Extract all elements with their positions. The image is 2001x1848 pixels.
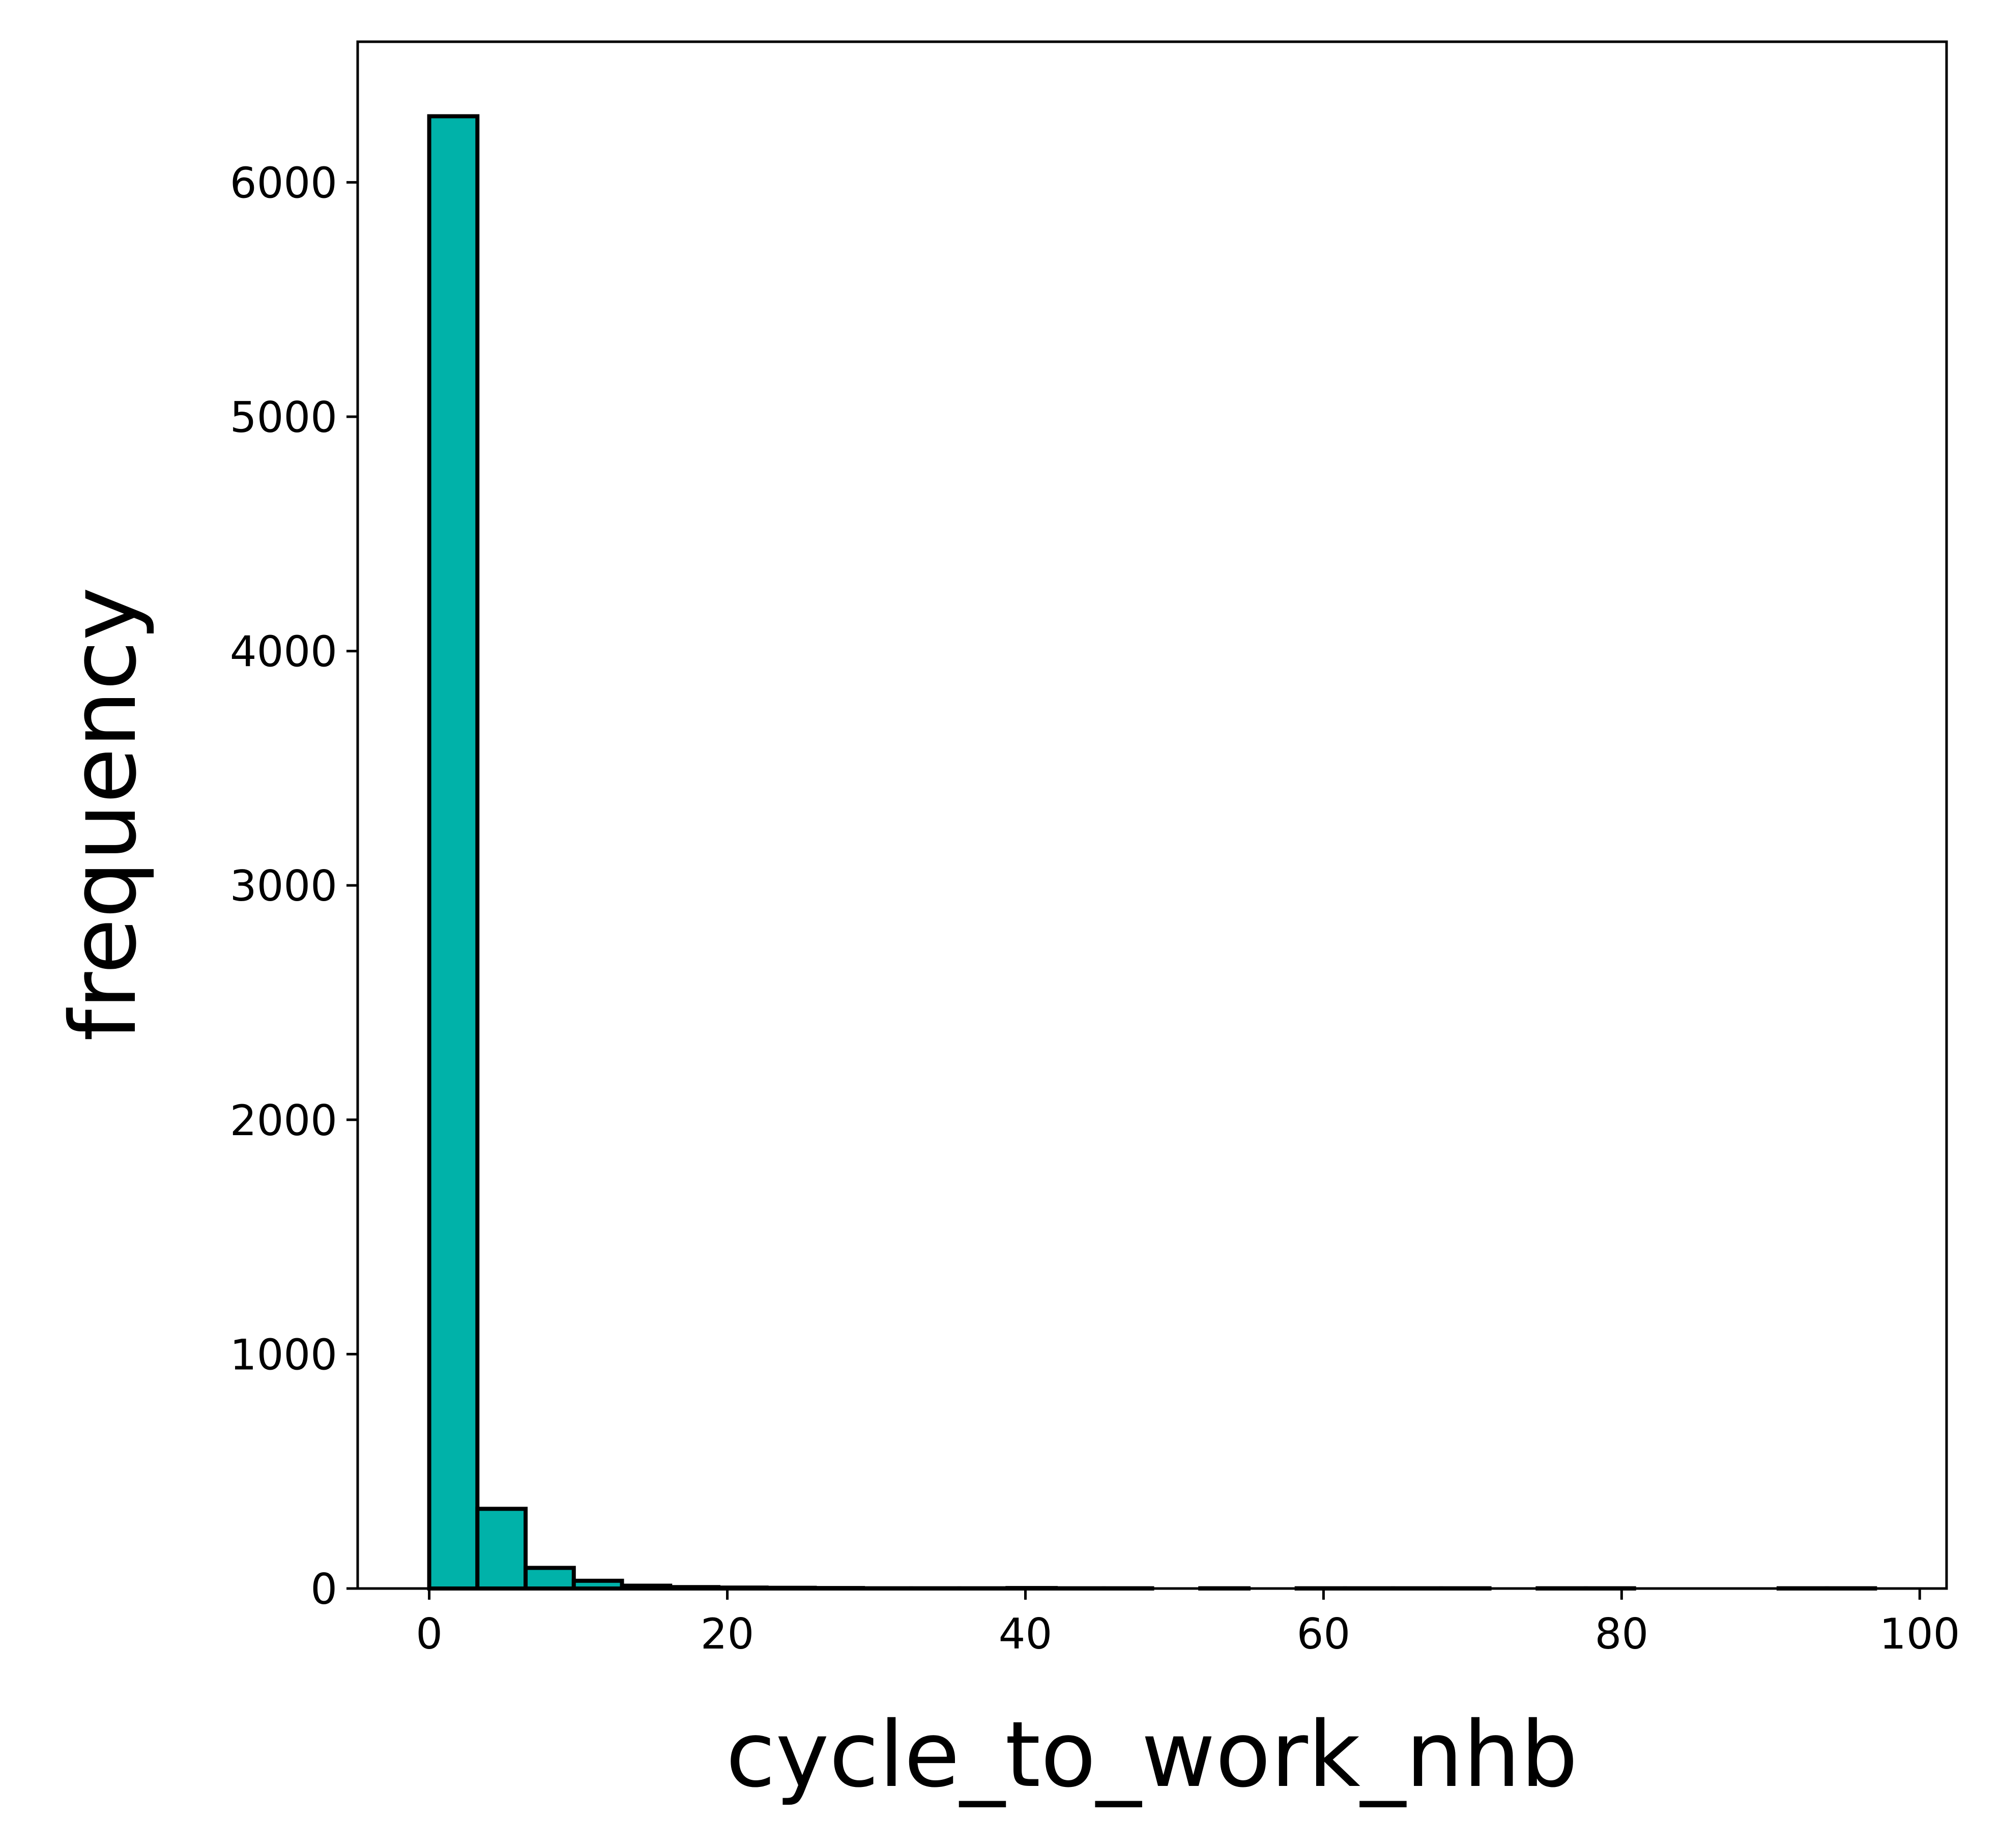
- x-tick-label: 40: [999, 1609, 1053, 1659]
- histogram-bar: [427, 114, 480, 1591]
- x-tick-label: 0: [416, 1609, 443, 1659]
- x-tick-label: 20: [701, 1609, 755, 1659]
- plot-frame: [356, 40, 1948, 1590]
- histogram-bar: [475, 1507, 528, 1591]
- x-axis-label: cycle_to_work_nhb: [726, 1702, 1578, 1807]
- y-tick-label: 5000: [230, 393, 337, 442]
- y-tick-label: 3000: [230, 861, 337, 911]
- x-tick-label: 80: [1595, 1609, 1649, 1659]
- y-axis-label: frequency: [51, 587, 156, 1042]
- histogram-bar: [524, 1566, 576, 1591]
- y-tick-label: 4000: [230, 627, 337, 677]
- x-tick-label: 60: [1297, 1609, 1351, 1659]
- y-tick-label: 0: [310, 1565, 337, 1614]
- y-tick-label: 6000: [230, 158, 337, 208]
- x-tick-label: 100: [1879, 1609, 1960, 1659]
- y-axis-ticks: 0 1000 2000 3000 4000 5000 6000: [230, 158, 358, 1614]
- y-tick-label: 1000: [230, 1330, 337, 1379]
- x-axis-ticks: 0 20 40 60 80 100: [416, 1589, 1960, 1659]
- y-tick-label: 2000: [230, 1096, 337, 1145]
